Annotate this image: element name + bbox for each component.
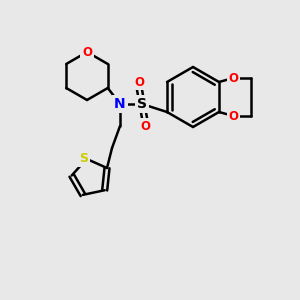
Text: O: O [134, 76, 144, 88]
Text: O: O [140, 119, 150, 133]
Text: O: O [82, 46, 92, 59]
Text: O: O [228, 110, 239, 122]
Text: S: S [137, 97, 147, 111]
Text: N: N [114, 97, 126, 111]
Text: S: S [79, 152, 88, 165]
Text: O: O [228, 71, 239, 85]
